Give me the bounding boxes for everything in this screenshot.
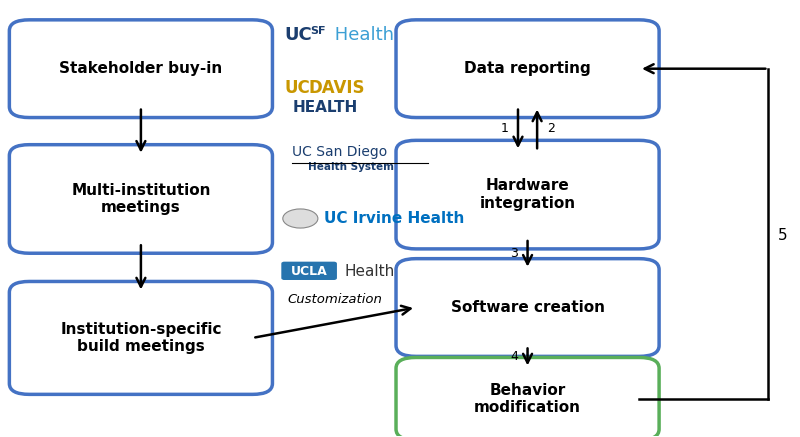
Text: UC Irvine Health: UC Irvine Health [324, 211, 465, 226]
Text: UCLA: UCLA [290, 264, 327, 277]
Text: Multi-institution
meetings: Multi-institution meetings [71, 183, 210, 215]
Text: Data reporting: Data reporting [464, 61, 591, 76]
Text: Stakeholder buy-in: Stakeholder buy-in [59, 61, 222, 76]
Text: HEALTH: HEALTH [292, 100, 358, 115]
FancyBboxPatch shape [396, 357, 659, 437]
Text: 2: 2 [546, 122, 554, 135]
Text: DAVIS: DAVIS [308, 79, 365, 97]
Text: UC: UC [285, 79, 310, 97]
FancyBboxPatch shape [10, 145, 273, 253]
Circle shape [283, 209, 318, 228]
FancyBboxPatch shape [396, 20, 659, 118]
Text: 5: 5 [778, 229, 787, 243]
FancyBboxPatch shape [10, 281, 273, 394]
Text: Health: Health [329, 27, 394, 45]
Text: Behavior
modification: Behavior modification [474, 382, 581, 415]
Text: 3: 3 [510, 247, 518, 260]
Text: Hardware
integration: Hardware integration [479, 178, 576, 211]
Text: Institution-specific
build meetings: Institution-specific build meetings [60, 322, 222, 354]
Text: Customization: Customization [287, 293, 382, 306]
Text: 4: 4 [510, 350, 518, 364]
FancyBboxPatch shape [396, 140, 659, 249]
Text: 1: 1 [501, 122, 509, 135]
FancyBboxPatch shape [282, 262, 336, 279]
Text: Software creation: Software creation [450, 300, 605, 315]
Text: Health: Health [344, 264, 394, 278]
FancyBboxPatch shape [10, 20, 273, 118]
Text: UC: UC [285, 27, 312, 45]
FancyBboxPatch shape [396, 259, 659, 356]
Text: SF: SF [310, 26, 326, 36]
Text: Health System: Health System [308, 162, 394, 172]
Text: UC San Diego: UC San Diego [292, 145, 388, 159]
